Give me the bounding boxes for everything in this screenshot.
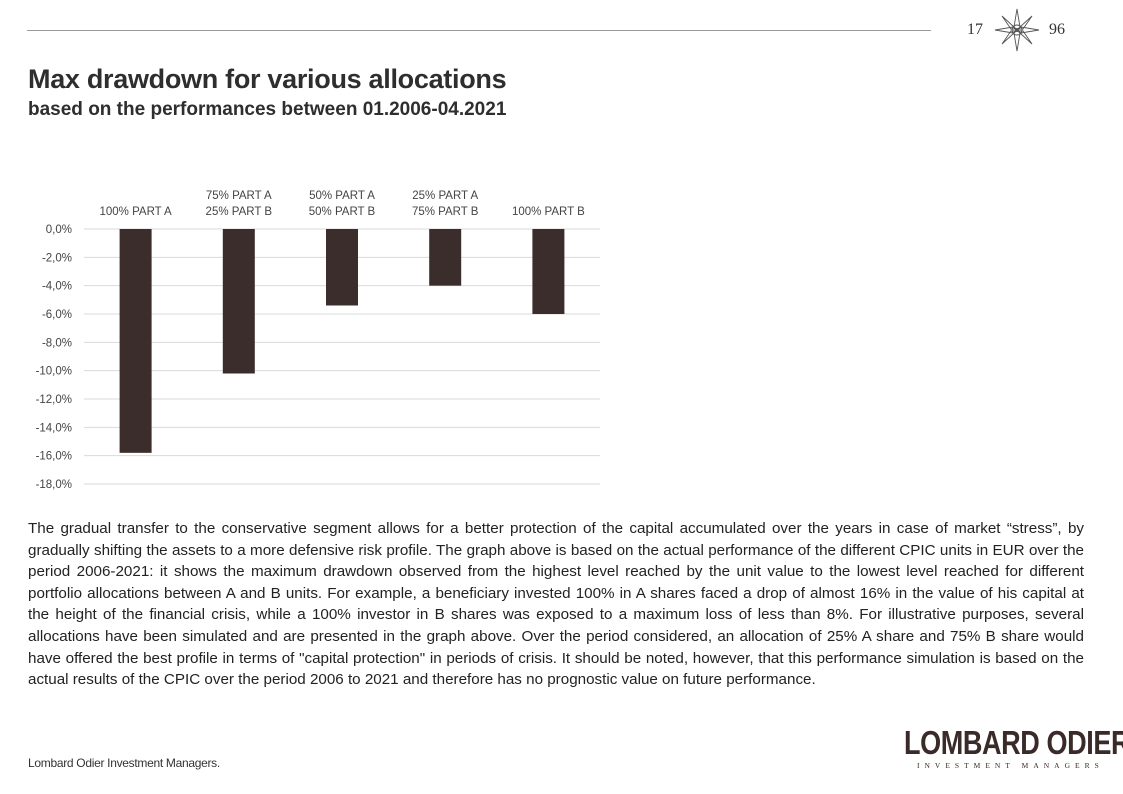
brand-emblem: 17 96 [962,8,1074,52]
y-tick-label: -12,0% [36,394,72,406]
compass-star-icon [994,8,1040,52]
logo-wordmark: LOMBARD ODIER [904,724,1123,761]
y-tick-label: -14,0% [36,422,72,434]
y-tick-label: -18,0% [36,479,72,491]
y-tick-label: -4,0% [42,281,72,293]
category-label: 25% PART B [206,206,273,218]
y-tick-label: -10,0% [36,366,72,378]
bar [326,229,358,306]
category-label: 75% PART B [412,206,479,218]
y-tick-label: -6,0% [42,309,72,321]
bar [429,229,462,286]
page-subtitle: based on the performances between 01.200… [28,99,507,120]
footer-note: Lombard Odier Investment Managers. [28,756,220,770]
drawdown-bar-chart: 0,0% -2,0% -4,0% -6,0% -8,0% -10,0% -12,0% -14,… [36,190,600,491]
logo-tagline: INVESTMENT MANAGERS [917,761,1104,770]
emblem-year-right: 96 [1049,21,1065,38]
header-divider [27,30,931,31]
y-tick-label: -2,0% [42,252,72,264]
category-label: 50% PART A [309,190,375,202]
y-tick-label: -8,0% [42,337,72,349]
bar [119,229,152,453]
y-tick-label: 0,0% [46,224,72,236]
category-label: 100% PART A [99,206,172,218]
bar [222,229,255,374]
category-label: 25% PART A [412,190,478,202]
category-label: 100% PART B [512,206,585,218]
y-tick-label: -16,0% [36,451,72,463]
category-label: 50% PART B [309,206,376,218]
page-title: Max drawdown for various allocations [28,64,507,94]
category-label: 75% PART A [206,190,272,202]
bar [532,229,565,314]
company-logo: LOMBARD ODIER INVESTMENT MANAGERS [904,724,1123,771]
description-paragraph: The gradual transfer to the conservative… [28,520,1084,689]
emblem-year-left: 17 [967,21,983,38]
